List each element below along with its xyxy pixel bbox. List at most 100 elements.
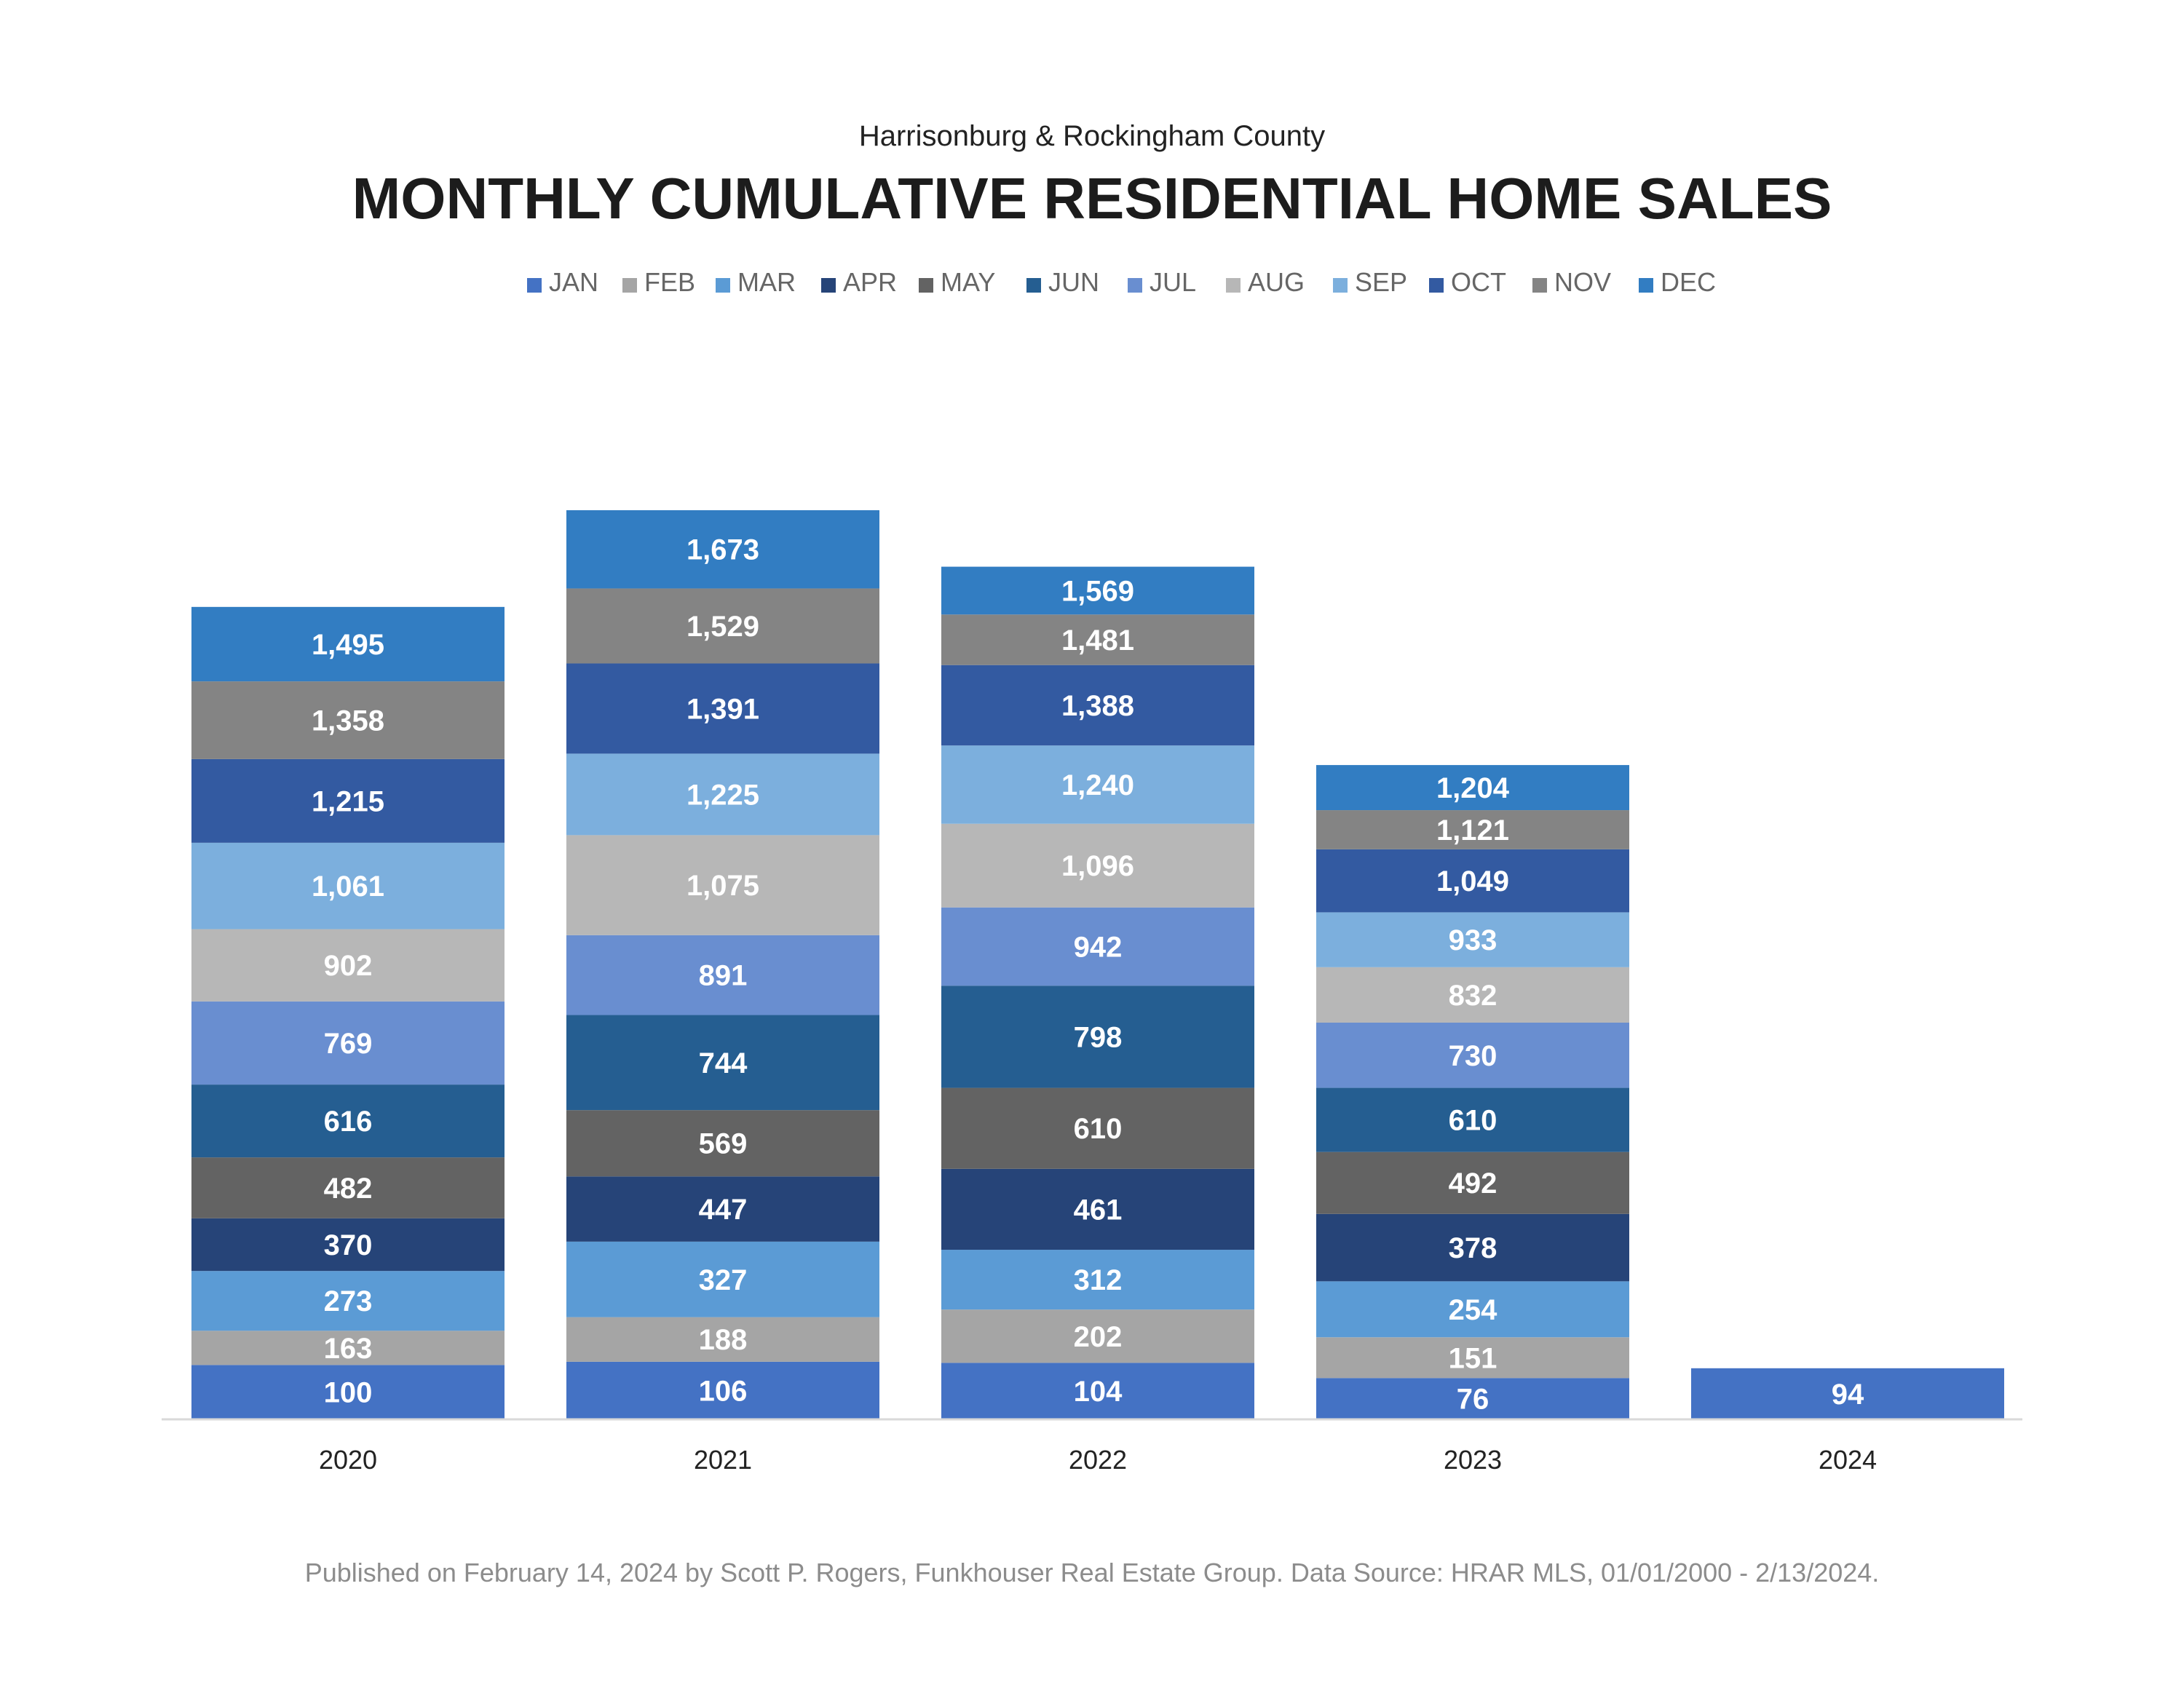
data-label: 151 xyxy=(1449,1342,1497,1374)
bar-segment-aug xyxy=(941,823,1254,908)
data-label: 1,215 xyxy=(312,785,384,817)
legend-swatch xyxy=(821,278,836,293)
data-label: 798 xyxy=(1074,1021,1123,1053)
legend-swatch xyxy=(1226,278,1241,293)
data-label: 1,391 xyxy=(687,693,759,725)
x-tick-label: 2023 xyxy=(1444,1445,1502,1475)
data-label: 832 xyxy=(1449,980,1497,1012)
x-tick-label: 2020 xyxy=(319,1445,377,1475)
bar-segment-jun xyxy=(566,1015,879,1111)
bar-segment-aug xyxy=(1316,967,1629,1023)
bar-stacks: 100 163 273 370 482 616 769 902 1,061 1,215 1,358 1… xyxy=(191,510,2004,1419)
bar-stack-2021: 106 188 327 447 569 744 891 1,075 1,225 1,391 1,52… xyxy=(566,510,879,1419)
bar-segment-jul xyxy=(941,907,1254,986)
data-label: 769 xyxy=(324,1028,373,1060)
data-label: 902 xyxy=(324,950,373,982)
bar-segment-feb xyxy=(191,1331,505,1365)
x-tick-label: 2024 xyxy=(1819,1445,1877,1475)
data-label: 378 xyxy=(1449,1232,1497,1264)
data-label: 1,673 xyxy=(687,534,759,566)
legend-label: JUN xyxy=(1048,267,1099,297)
chart-subtitle: Harrisonburg & Rockingham County xyxy=(859,120,1325,152)
bar-segment-dec xyxy=(941,566,1254,615)
legend-label: MAY xyxy=(941,267,995,297)
bar-segment-dec xyxy=(191,606,505,682)
chart-title: MONTHLY CUMULATIVE RESIDENTIAL HOME SALE… xyxy=(352,166,1832,231)
legend-item-mar: MAR xyxy=(716,267,796,297)
data-label: 482 xyxy=(324,1173,373,1205)
data-label: 100 xyxy=(324,1377,373,1409)
legend-label: FEB xyxy=(644,267,695,297)
data-label: 1,075 xyxy=(687,870,759,902)
bar-segment-jul xyxy=(1316,1022,1629,1088)
legend-label: AUG xyxy=(1248,267,1305,297)
legend-swatch xyxy=(1026,278,1041,293)
bar-segment-jul xyxy=(566,935,879,1015)
bar-segment-jan xyxy=(941,1363,1254,1419)
data-label: 370 xyxy=(324,1229,373,1261)
bar-segment-apr xyxy=(191,1218,505,1272)
bar-segment-jun xyxy=(191,1085,505,1158)
bar-segment-jan xyxy=(1316,1378,1629,1419)
data-label: 744 xyxy=(699,1047,748,1079)
data-label: 1,481 xyxy=(1061,625,1134,657)
legend-label: MAR xyxy=(737,267,796,297)
legend-label: JAN xyxy=(549,267,598,297)
legend-label: OCT xyxy=(1451,267,1506,297)
legend-swatch xyxy=(1639,278,1653,293)
x-tick-label: 2022 xyxy=(1069,1445,1127,1475)
data-label: 1,096 xyxy=(1061,850,1134,882)
legend-swatch xyxy=(527,278,542,293)
bar-segment-jul xyxy=(191,1001,505,1085)
bar-segment-aug xyxy=(191,929,505,1002)
bar-segment-oct xyxy=(191,758,505,843)
bar-segment-oct xyxy=(941,665,1254,746)
data-label: 1,388 xyxy=(1061,690,1134,722)
legend-swatch xyxy=(622,278,637,293)
bar-segment-dec xyxy=(566,510,879,589)
legend-label: DEC xyxy=(1661,267,1716,297)
data-label: 891 xyxy=(699,960,748,992)
data-label: 461 xyxy=(1074,1194,1123,1226)
data-label: 492 xyxy=(1449,1167,1497,1200)
bar-stack-2020: 100 163 273 370 482 616 769 902 1,061 1,215 1,358 1… xyxy=(191,606,505,1419)
data-label: 327 xyxy=(699,1264,748,1296)
bar-segment-nov xyxy=(1316,810,1629,849)
bar-segment-may xyxy=(1316,1151,1629,1214)
bar-stack-2022: 104 202 312 461 610 798 942 1,096 1,240 1,388 1,48… xyxy=(941,566,1254,1419)
bar-segment-may xyxy=(941,1087,1254,1169)
data-label: 1,049 xyxy=(1436,865,1509,897)
legend-label: JUL xyxy=(1150,267,1196,297)
legend-swatch xyxy=(1429,278,1444,293)
legend-swatch xyxy=(716,278,730,293)
x-axis-tick-labels: 2020 2021 2022 2023 2024 xyxy=(319,1445,1877,1475)
legend-swatch xyxy=(919,278,933,293)
data-label: 1,240 xyxy=(1061,769,1134,801)
data-label: 1,358 xyxy=(312,705,384,737)
chart-footer: Published on February 14, 2024 by Scott … xyxy=(305,1558,1880,1587)
bar-segment-may xyxy=(191,1157,505,1218)
data-label: 1,529 xyxy=(687,611,759,643)
bar-segment-mar xyxy=(1316,1281,1629,1338)
bar-segment-jun xyxy=(941,986,1254,1088)
data-label: 76 xyxy=(1457,1384,1489,1416)
data-label: 254 xyxy=(1449,1294,1497,1326)
data-label: 1,495 xyxy=(312,629,384,661)
legend-item-may: MAY xyxy=(919,267,995,297)
data-label: 569 xyxy=(699,1128,748,1160)
bar-segment-nov xyxy=(941,614,1254,665)
data-label: 610 xyxy=(1449,1105,1497,1137)
bar-segment-dec xyxy=(1316,765,1629,811)
bar-segment-sep xyxy=(566,753,879,836)
bar-segment-feb xyxy=(566,1317,879,1362)
data-label: 447 xyxy=(699,1194,748,1226)
legend-item-nov: NOV xyxy=(1532,267,1611,297)
data-label: 942 xyxy=(1074,931,1123,963)
bar-stack-2024: 94 xyxy=(1691,1368,2004,1419)
bar-segment-feb xyxy=(941,1309,1254,1363)
data-label: 1,121 xyxy=(1436,814,1509,847)
legend-label: SEP xyxy=(1355,267,1407,297)
bar-segment-oct xyxy=(1316,849,1629,913)
bar-segment-feb xyxy=(1316,1337,1629,1379)
bar-segment-mar xyxy=(941,1250,1254,1310)
